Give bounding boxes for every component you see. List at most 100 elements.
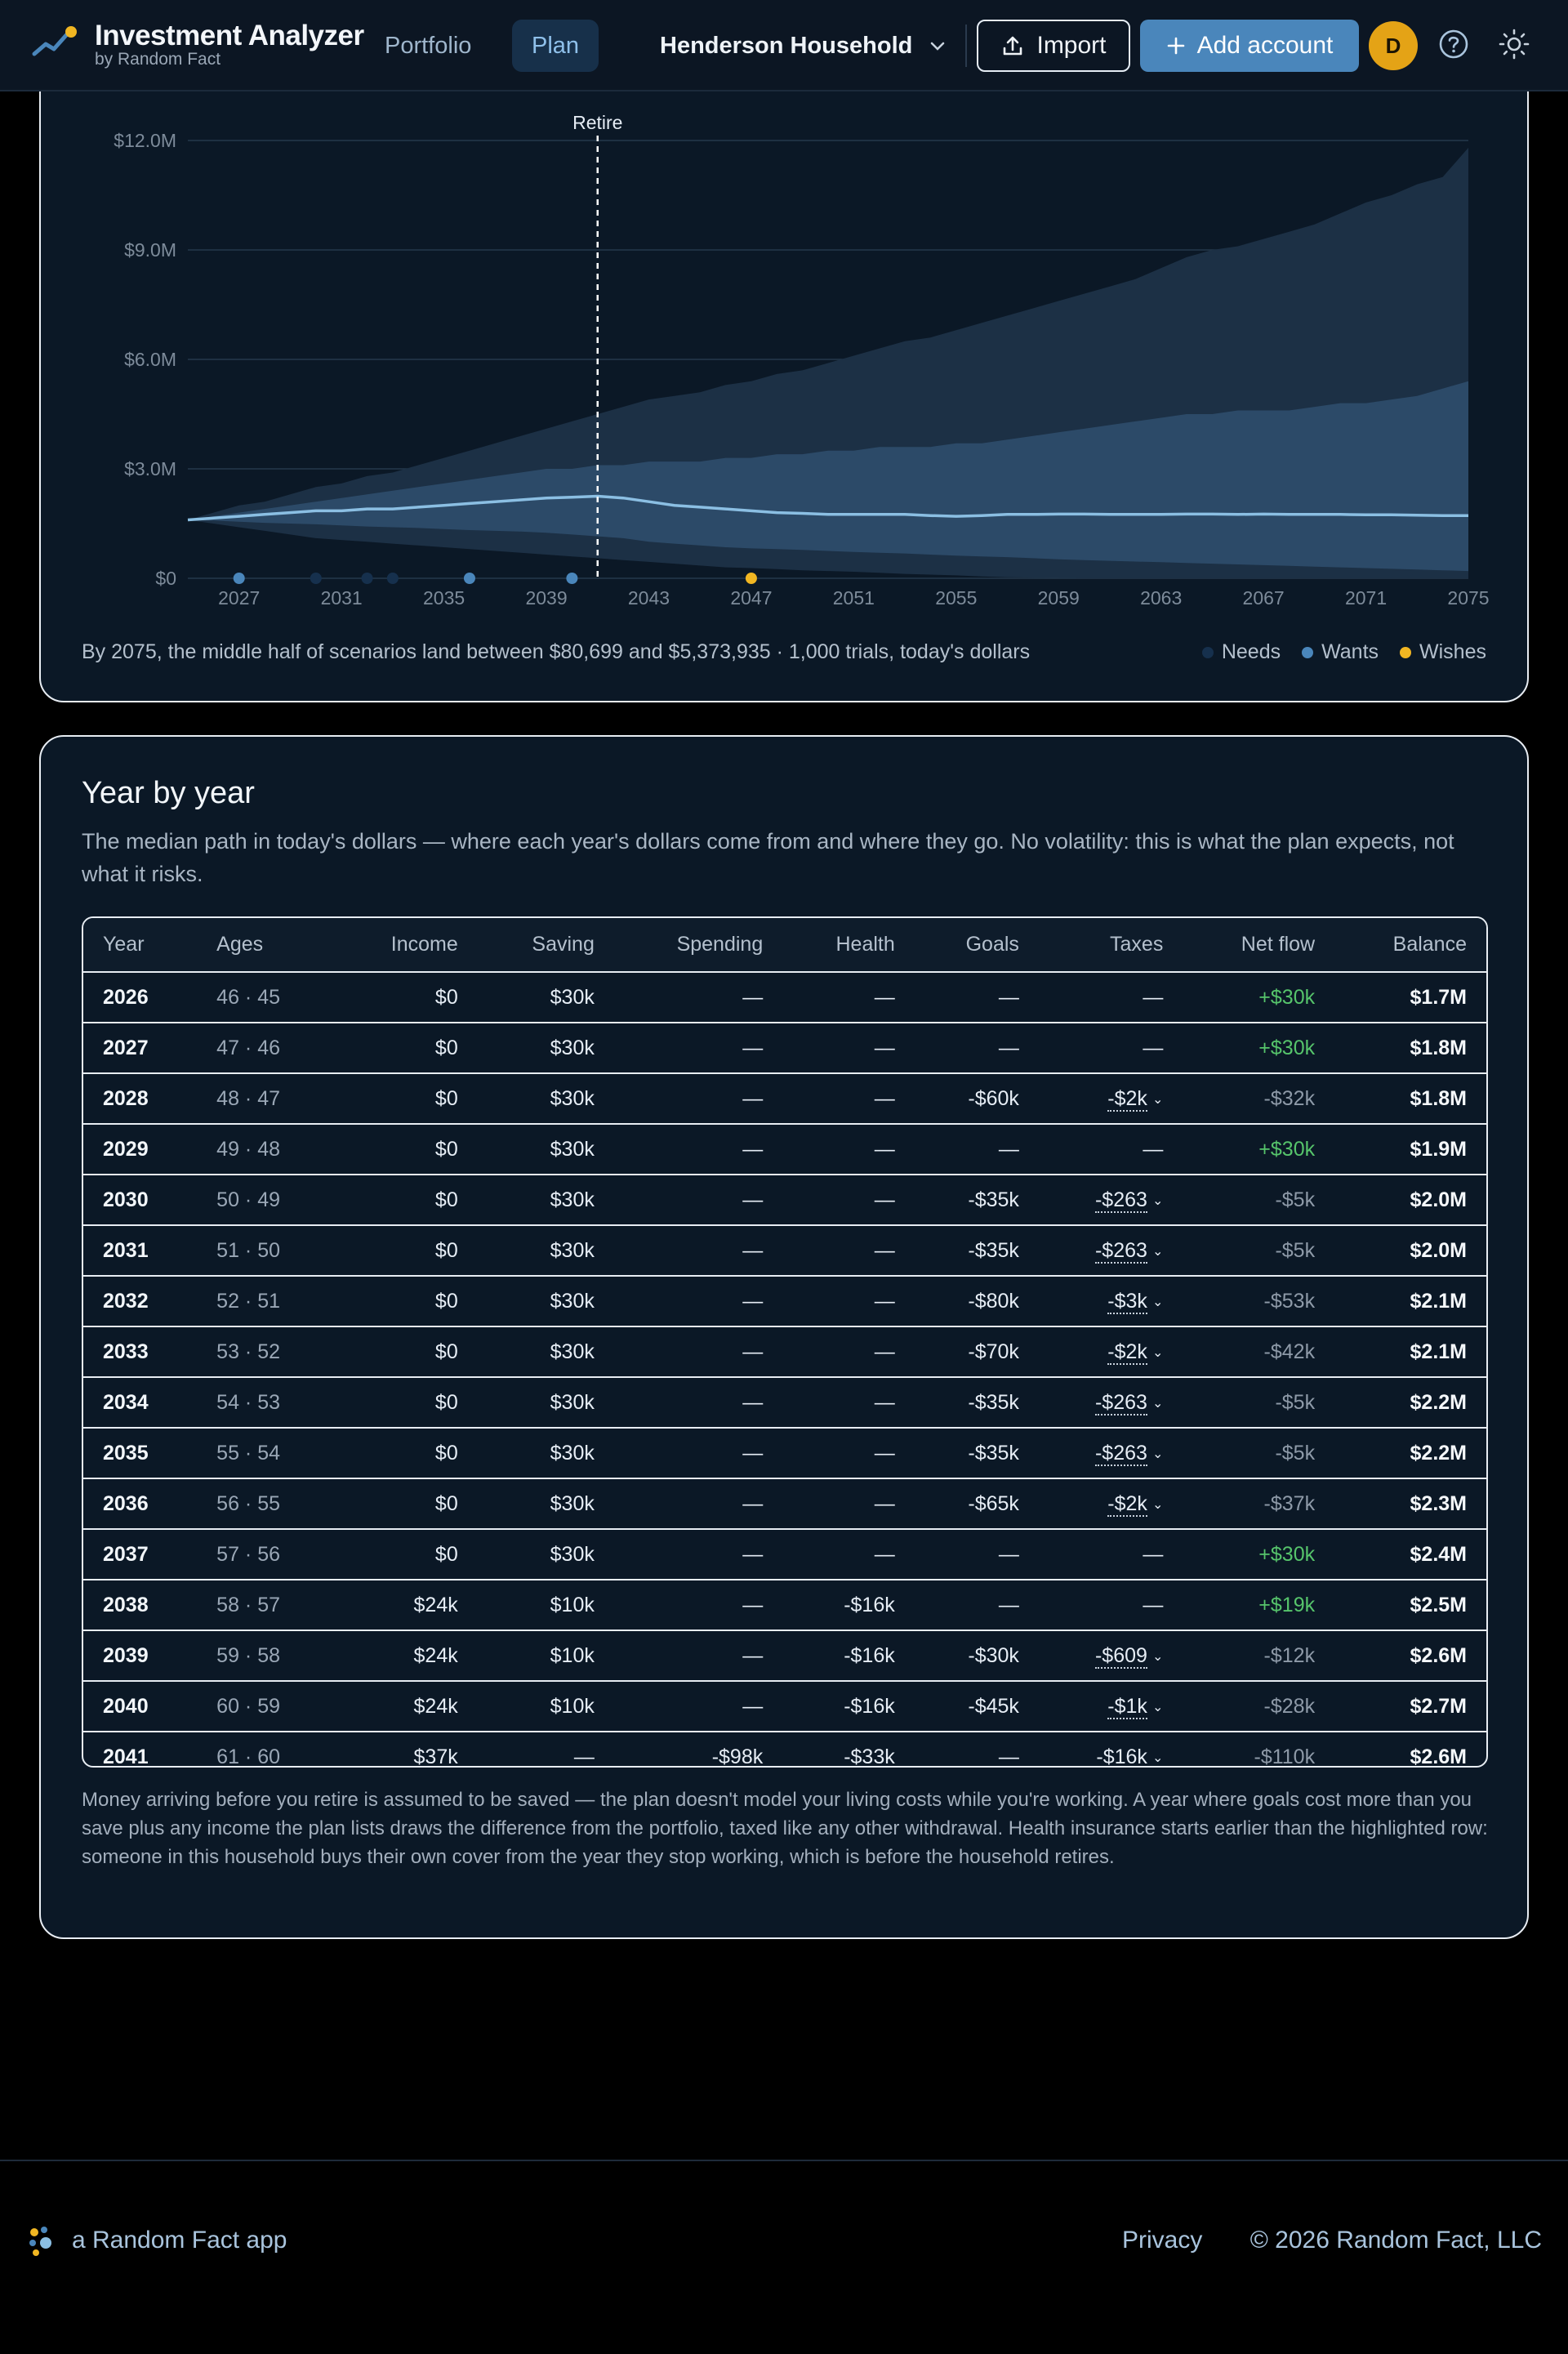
cell-taxes-expandable[interactable]: -$263 ⌄ <box>1039 1225 1183 1276</box>
sun-icon[interactable] <box>1498 28 1530 60</box>
chevron-down-icon[interactable]: ⌄ <box>1152 1345 1164 1360</box>
chevron-down-icon[interactable]: ⌄ <box>1152 1649 1164 1664</box>
tax-breakdown-link[interactable]: -$2k <box>1107 1491 1147 1517</box>
cell-taxes-expandable[interactable]: -$2k ⌄ <box>1039 1326 1183 1377</box>
cell-health: -$33k <box>844 1745 895 1768</box>
help-icon[interactable] <box>1437 28 1470 60</box>
x-tick-label: 2059 <box>1038 587 1080 609</box>
tab-portfolio[interactable]: Portfolio <box>385 33 472 59</box>
cell-taxes-expandable[interactable]: -$3k ⌄ <box>1039 1276 1183 1326</box>
chevron-down-icon[interactable]: ⌄ <box>1152 1700 1164 1714</box>
table-row: 2029 49 · 48 $0 $30k — — — — +$30k $1.9M <box>83 1124 1486 1175</box>
cell-income: $0 <box>434 1441 458 1465</box>
privacy-link[interactable]: Privacy <box>1122 2227 1203 2254</box>
cell-taxes-expandable[interactable]: -$263 ⌄ <box>1039 1175 1183 1225</box>
cell-health: — <box>874 1137 895 1161</box>
chevron-down-icon[interactable]: ⌄ <box>1152 1750 1164 1765</box>
legend-wishes[interactable]: Wishes <box>1400 640 1486 664</box>
tax-breakdown-link[interactable]: -$263 <box>1094 1441 1147 1466</box>
brand-title[interactable]: Investment Analyzer <box>95 20 364 51</box>
cell-goals: -$35k <box>968 1390 1019 1414</box>
cell-spending: — <box>742 1441 764 1465</box>
cell-spending: — <box>742 1238 764 1262</box>
household-selector[interactable]: Henderson Household <box>660 20 947 72</box>
cell-income: $0 <box>434 1542 458 1566</box>
x-tick-label: 2067 <box>1243 587 1285 609</box>
year-table-scroll[interactable]: Year Ages Income Saving Spending Health … <box>82 916 1488 1768</box>
chevron-down-icon[interactable]: ⌄ <box>1152 1092 1164 1107</box>
cell-net: -$42k <box>1263 1340 1316 1363</box>
cell-goals: — <box>998 1137 1019 1161</box>
cell-health: — <box>874 985 895 1009</box>
tax-breakdown-link[interactable]: -$263 <box>1094 1390 1147 1416</box>
legend-needs[interactable]: Needs <box>1201 640 1281 664</box>
goal-marker-wants[interactable] <box>233 573 245 584</box>
chevron-down-icon[interactable]: ⌄ <box>1152 1295 1164 1309</box>
goal-marker-needs[interactable] <box>361 573 373 584</box>
cell-income: $0 <box>434 1188 458 1211</box>
cell-taxes-expandable[interactable]: -$1k ⌄ <box>1039 1681 1183 1732</box>
legend-needs-swatch <box>1201 646 1214 658</box>
goal-marker-wants[interactable] <box>463 573 475 584</box>
tax-breakdown-link[interactable]: -$16k <box>1096 1745 1147 1766</box>
cell-taxes-expandable[interactable]: -$263 ⌄ <box>1039 1428 1183 1478</box>
chevron-down-icon[interactable]: ⌄ <box>1152 1193 1164 1208</box>
cell-health: — <box>874 1390 895 1414</box>
tax-breakdown-link[interactable]: -$263 <box>1094 1188 1147 1213</box>
tab-plan[interactable]: Plan <box>512 20 599 72</box>
goal-marker-needs[interactable] <box>386 573 399 584</box>
cell-taxes-expandable[interactable]: -$16k ⌄ <box>1039 1732 1183 1766</box>
cell-saving: $30k <box>550 1441 595 1465</box>
cell-income: $0 <box>434 1137 458 1161</box>
cell-income: $0 <box>434 1289 458 1313</box>
cell-taxes: — <box>1143 985 1164 1009</box>
chevron-down-icon[interactable]: ⌄ <box>1152 1447 1164 1461</box>
cell-net: -$5k <box>1275 1238 1316 1262</box>
goal-marker-needs[interactable] <box>310 573 322 584</box>
cell-year: 2027 <box>103 1036 149 1059</box>
legend-wants[interactable]: Wants <box>1302 640 1379 664</box>
add-account-button[interactable]: Add account <box>1140 20 1359 72</box>
tax-breakdown-link[interactable]: -$1k <box>1107 1694 1147 1719</box>
retire-label: Retire <box>572 112 622 133</box>
cell-saving: $30k <box>550 1340 595 1363</box>
cell-spending: — <box>742 1694 764 1718</box>
tax-breakdown-link[interactable]: -$2k <box>1107 1086 1147 1112</box>
footer-app-label[interactable]: a Random Fact app <box>72 2227 287 2254</box>
import-label: Import <box>1036 32 1107 59</box>
table-row: 2039 59 · 58 $24k $10k — -$16k -$30k -$609 ⌄ -$12… <box>83 1630 1486 1681</box>
cell-taxes-expandable[interactable]: -$2k ⌄ <box>1039 1073 1183 1124</box>
chevron-down-icon[interactable]: ⌄ <box>1152 1497 1164 1512</box>
col-year: Year <box>83 918 198 973</box>
cell-balance: $2.6M <box>1410 1745 1467 1768</box>
y-tick-label: $3.0M <box>124 458 176 479</box>
x-tick-label: 2035 <box>423 587 465 609</box>
app-logo-icon[interactable] <box>31 23 78 62</box>
cell-taxes-expandable[interactable]: -$2k ⌄ <box>1039 1478 1183 1529</box>
tax-breakdown-link[interactable]: -$609 <box>1094 1643 1147 1669</box>
x-tick-label: 2063 <box>1140 587 1182 609</box>
chevron-down-icon[interactable]: ⌄ <box>1152 1244 1164 1259</box>
cell-year: 2038 <box>103 1593 149 1616</box>
goal-marker-wishes[interactable] <box>745 573 757 584</box>
cell-balance: $2.2M <box>1410 1390 1467 1414</box>
y-tick-label: $9.0M <box>124 239 176 261</box>
user-avatar[interactable]: D <box>1369 21 1418 70</box>
cell-income: $24k <box>413 1694 458 1718</box>
table-row: 2031 51 · 50 $0 $30k — — -$35k -$263 ⌄ -$5k $2.0M <box>83 1225 1486 1276</box>
chevron-down-icon[interactable]: ⌄ <box>1152 1396 1164 1411</box>
cell-taxes-expandable[interactable]: -$263 ⌄ <box>1039 1377 1183 1428</box>
tax-breakdown-link[interactable]: -$3k <box>1107 1289 1147 1314</box>
cell-goals: — <box>998 985 1019 1009</box>
cell-saving: $30k <box>550 1542 595 1566</box>
table-row: 2041 61 · 60 $37k — -$98k -$33k — -$16k ⌄ -$110k $… <box>83 1732 1486 1768</box>
tax-breakdown-link[interactable]: -$263 <box>1094 1238 1147 1264</box>
col-health: Health <box>782 918 915 973</box>
goal-marker-wants[interactable] <box>566 573 578 584</box>
tax-breakdown-link[interactable]: -$2k <box>1107 1340 1147 1365</box>
cell-spending: — <box>742 1188 764 1211</box>
cell-taxes-expandable[interactable]: -$609 ⌄ <box>1039 1630 1183 1681</box>
cell-taxes: — <box>1143 1542 1164 1566</box>
projection-chart[interactable]: $12.0M $9.0M $6.0M $3.0M $0 2027 2031 2035 2039 2… <box>41 34 1527 704</box>
import-button[interactable]: Import <box>977 20 1130 72</box>
